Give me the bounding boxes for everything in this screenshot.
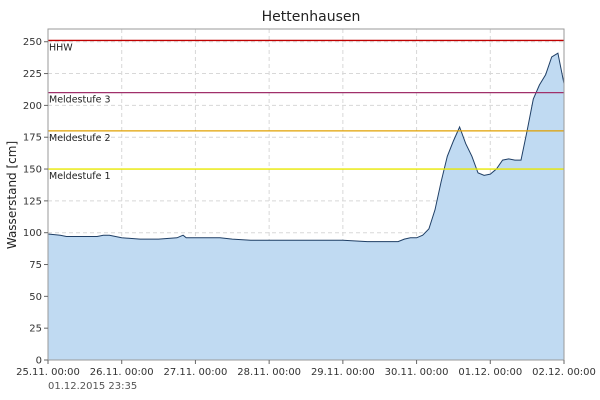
y-tick-label: 200: [23, 101, 42, 112]
threshold-label: Meldestufe 2: [49, 133, 111, 144]
threshold-label: Meldestufe 1: [49, 171, 111, 182]
axes: [47, 28, 565, 361]
threshold-label: Meldestufe 3: [49, 95, 111, 106]
plot-frame: [47, 28, 565, 361]
y-tick-label: 125: [23, 196, 42, 207]
threshold-lines: HHW Meldestufe 3 Meldestufe 2 Meldestufe 1: [48, 39, 564, 182]
x-tick-label: 28.11. 00:00: [237, 367, 301, 378]
x-tick-labels: 25.11. 00:00 26.11. 00:00 27.11. 00:00 28.1…: [16, 360, 596, 378]
data-area: [47, 52, 565, 360]
x-tick-label: 01.12. 00:00: [458, 367, 522, 378]
y-tick-label: 25: [29, 324, 42, 335]
y-tick-label: 0: [36, 356, 42, 367]
y-tick-label: 75: [29, 260, 42, 271]
series-area: [48, 53, 564, 360]
y-tick-label: 150: [23, 165, 42, 176]
y-tick-label: 225: [23, 69, 42, 80]
x-tick-label: 26.11. 00:00: [90, 367, 154, 378]
y-tick-labels: 0 25 50 75 100 125 150 175 200 225 250: [23, 37, 48, 367]
series-line: [47, 52, 565, 243]
y-tick-label: 250: [23, 37, 42, 48]
x-tick-label: 30.11. 00:00: [385, 367, 449, 378]
x-tick-label: 02.12. 00:00: [532, 367, 596, 378]
x-tick-label: 29.11. 00:00: [311, 367, 375, 378]
x-tick-label: 27.11. 00:00: [164, 367, 228, 378]
timestamp: 01.12.2015 23:35: [48, 381, 137, 392]
threshold-label: HHW: [49, 42, 73, 53]
chart-title: Hettenhausen: [262, 9, 361, 25]
y-axis-label: Wasserstand [cm]: [5, 141, 19, 249]
x-tick-label: 25.11. 00:00: [16, 367, 80, 378]
y-tick-label: 50: [29, 292, 42, 303]
y-tick-label: 175: [23, 133, 42, 144]
y-tick-label: 100: [23, 228, 42, 239]
